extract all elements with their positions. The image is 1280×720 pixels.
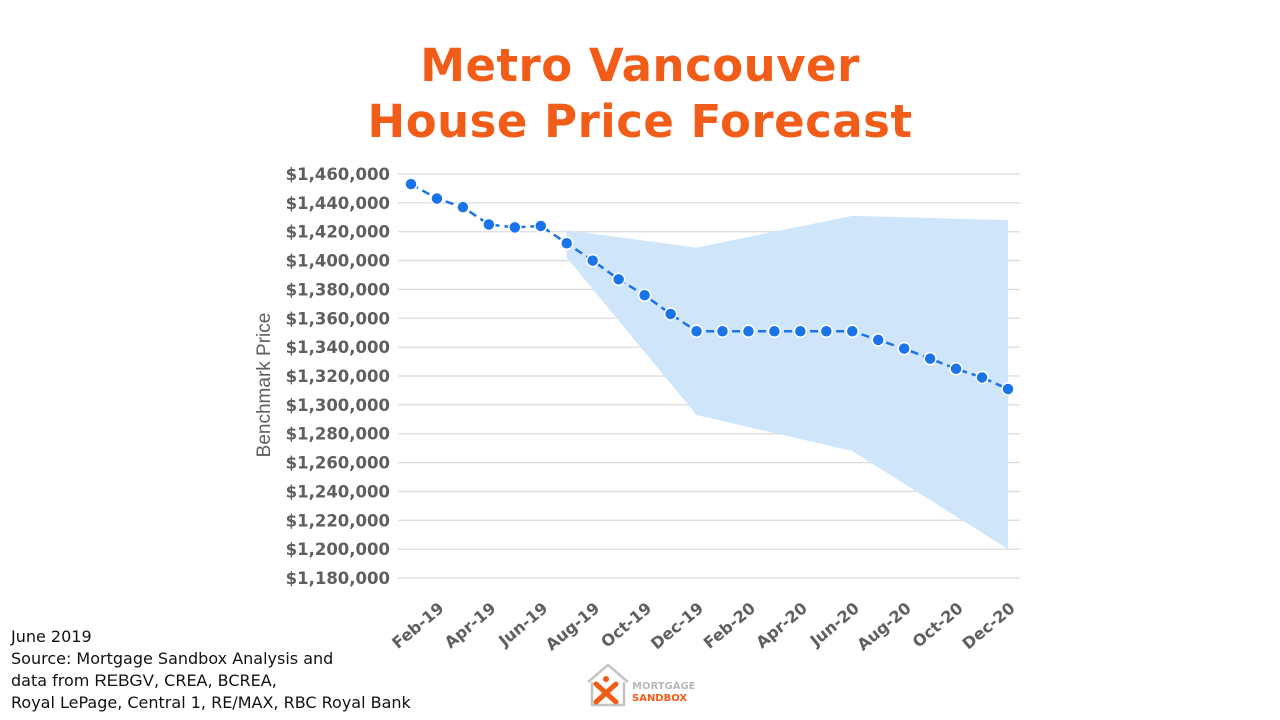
data-point <box>793 324 808 339</box>
source-note: June 2019 Source: Mortgage Sandbox Analy… <box>11 626 411 714</box>
y-tick-label: $1,400,000 <box>286 252 390 271</box>
y-tick-label: $1,300,000 <box>286 396 390 415</box>
note-source: Source: Mortgage Sandbox Analysis and <box>11 649 334 668</box>
note-data-from: data from REBGV, CREA, BCREA, <box>11 670 411 692</box>
data-point <box>508 220 522 235</box>
y-tick-label: $1,460,000 <box>286 165 390 184</box>
y-tick-label: $1,260,000 <box>286 454 390 473</box>
y-tick-label: $1,200,000 <box>286 540 390 559</box>
y-tick-label: $1,280,000 <box>286 425 390 444</box>
data-point <box>819 324 834 339</box>
data-point <box>923 351 937 366</box>
data-point <box>949 362 963 376</box>
data-point <box>975 370 989 385</box>
chart-title-line2: House Price Forecast <box>367 95 913 148</box>
note-rebgv: REBGV <box>94 671 154 690</box>
x-tick-label: Apr-19 <box>441 599 500 653</box>
chart-title-line1: Metro Vancouver <box>420 39 860 92</box>
y-tick-label: $1,440,000 <box>286 194 390 213</box>
data-point <box>767 324 782 339</box>
data-point <box>534 219 548 233</box>
x-tick-label: Jun-20 <box>806 599 863 651</box>
y-tick-label: $1,360,000 <box>286 309 390 328</box>
x-tick-label: Oct-20 <box>909 599 967 652</box>
data-point <box>845 324 860 339</box>
y-tick-label: $1,420,000 <box>286 223 390 242</box>
x-tick-label: Dec-20 <box>958 599 1018 654</box>
data-point <box>715 324 730 339</box>
y-tick-label: $1,180,000 <box>286 569 390 588</box>
data-point <box>689 324 704 339</box>
y-tick-label: $1,240,000 <box>286 482 390 501</box>
data-point <box>741 324 756 339</box>
data-point <box>585 253 600 268</box>
data-point <box>637 288 652 302</box>
logo-mortgage: MORTGAGE <box>632 681 696 692</box>
data-point <box>430 191 444 206</box>
data-point <box>482 217 496 232</box>
forecast-range-band <box>566 215 1008 550</box>
note-banks: Royal LePage, Central 1, RE/MAX, RBC Roy… <box>11 693 411 712</box>
data-point <box>1001 382 1015 396</box>
data-point <box>663 307 678 321</box>
x-tick-label: Aug-19 <box>542 599 603 655</box>
data-point <box>404 177 418 191</box>
y-tick-label: $1,320,000 <box>286 367 390 386</box>
logo-sandbox: SANDBOX <box>632 693 688 704</box>
note-data-from-pre: data from <box>11 671 95 690</box>
y-tick-label: $1,220,000 <box>286 511 390 530</box>
note-data-from-post: , CREA, BCREA, <box>153 671 277 690</box>
x-tick-label: Aug-20 <box>853 599 914 655</box>
data-point <box>456 200 470 214</box>
logo-text: MORTGAGE SANDBOX <box>632 681 696 705</box>
x-tick-label: Apr-20 <box>752 599 811 653</box>
x-tick-label: Dec-19 <box>647 599 707 654</box>
y-tick-label: $1,340,000 <box>286 338 390 357</box>
x-tick-label: Oct-19 <box>597 599 655 652</box>
x-tick-label: Feb-20 <box>700 599 759 653</box>
chart-title: Metro Vancouver House Price Forecast <box>0 38 1280 150</box>
data-point <box>559 236 574 251</box>
data-point <box>897 341 911 356</box>
note-date: June 2019 <box>11 627 92 646</box>
x-tick-label: Jun-19 <box>494 599 551 651</box>
data-point <box>611 272 626 287</box>
data-point <box>871 333 885 347</box>
y-axis-label: Benchmark Price <box>254 313 275 458</box>
house-x-logo-icon <box>587 663 629 707</box>
y-tick-label: $1,380,000 <box>286 280 390 299</box>
